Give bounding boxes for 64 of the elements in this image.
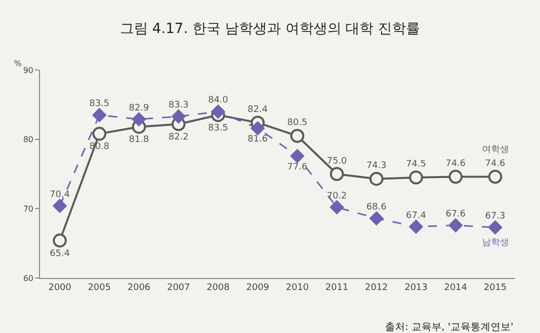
point (448, 218, 462, 232)
x-tick-label: 2011 (325, 282, 348, 293)
point (488, 170, 502, 184)
data-label: 80.5 (287, 118, 308, 128)
y-axis-title: % (14, 59, 22, 68)
y-tick-label: 60 (23, 274, 34, 283)
data-label: 67.4 (406, 210, 426, 221)
point (211, 104, 225, 118)
point (409, 170, 424, 184)
point (409, 220, 423, 234)
data-label: 67.3 (485, 212, 506, 222)
series-label: 남학생 (482, 238, 509, 248)
data-label: 83.5 (89, 99, 110, 110)
data-label: 74.6 (485, 159, 506, 170)
data-label: 70.2 (326, 191, 347, 202)
data-label: 68.6 (366, 202, 387, 212)
data-label: 74.6 (446, 159, 466, 170)
x-tick-label: 2015 (484, 282, 507, 293)
x-tick-label: 2010 (286, 282, 310, 293)
data-label: 74.5 (406, 160, 426, 170)
x-tick-label: 2013 (404, 282, 428, 293)
point (132, 112, 146, 126)
x-tick-label: 2008 (206, 282, 230, 293)
data-label: 75.0 (326, 156, 348, 166)
x-tick-label: 2000 (48, 282, 72, 293)
data-label: 74.3 (366, 161, 386, 172)
data-label: 65.4 (50, 248, 70, 259)
x-tick-label: 2014 (444, 282, 468, 293)
point (330, 200, 344, 214)
source-note: 출처: 교육부, '교육통계연보' (385, 322, 514, 333)
data-label: 82.9 (128, 103, 150, 114)
point (290, 128, 304, 143)
text: 여학생 (482, 145, 509, 155)
point (290, 149, 304, 163)
data-label: 84.0 (208, 96, 228, 106)
x-tick-label: 2007 (167, 282, 190, 293)
x-tick-label: 2012 (365, 282, 388, 293)
data-label: 82.4 (248, 104, 268, 115)
data-label: 83.3 (168, 100, 189, 111)
point (330, 167, 344, 181)
point (52, 234, 67, 248)
x-tick-label: 2006 (128, 282, 151, 293)
x-tick-label: 2009 (246, 282, 270, 293)
point (92, 126, 106, 141)
point (172, 110, 186, 124)
data-label: 77.6 (287, 162, 308, 172)
data-label: 67.6 (446, 209, 466, 220)
y-tick-label: 90 (23, 66, 34, 75)
data-label: 81.8 (128, 135, 150, 146)
x-tick-label: 2005 (88, 282, 111, 293)
chart-title: 그림 4.17. 한국 남학생과 여학생의 대학 진학률 (120, 21, 420, 38)
point (52, 199, 67, 213)
point (370, 212, 384, 226)
point (448, 170, 463, 184)
data-label: 82.2 (168, 132, 189, 142)
point (369, 172, 384, 186)
point (250, 121, 265, 136)
data-label: 81.6 (248, 134, 268, 145)
data-label: 83.5 (208, 123, 228, 134)
point (92, 108, 106, 122)
data-label: 70.4 (50, 190, 70, 200)
point (488, 220, 502, 234)
y-tick-label: 70 (23, 204, 34, 214)
y-tick-label: 80 (23, 135, 34, 144)
